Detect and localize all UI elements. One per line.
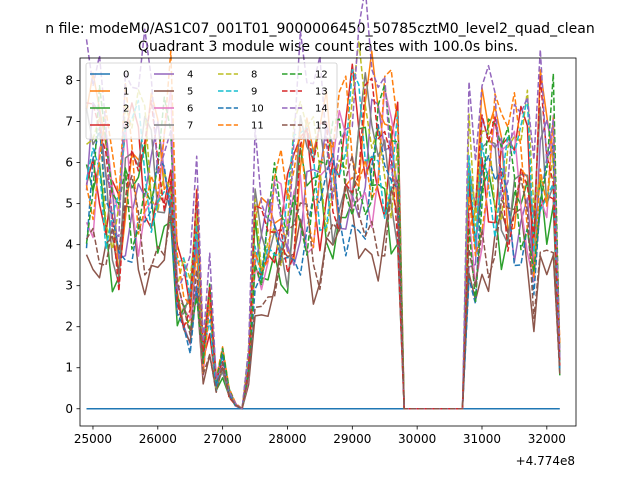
x-tick-label: 29000	[333, 432, 371, 446]
legend-label-15: 15	[315, 121, 328, 132]
y-tick-label: 4	[65, 238, 73, 252]
y-tick-label: 6	[65, 156, 73, 170]
legend-label-10: 10	[251, 104, 264, 115]
series-line-15	[85, 154, 561, 410]
series-line-10	[85, 124, 561, 410]
y-tick-label: 0	[65, 402, 73, 416]
axes-frame	[79, 57, 577, 427]
plot-area: 25000 26000 27000 28000 29000 30000 31000 32000…	[65, 0, 577, 446]
legend-label-3: 3	[123, 121, 129, 132]
y-tick-label: 8	[65, 74, 73, 88]
x-tick-label: 30000	[398, 432, 436, 446]
y-tick-label: 3	[65, 279, 73, 293]
x-tick-label: 31000	[463, 432, 501, 446]
y-tick-label: 5	[65, 197, 73, 211]
figure-suptitle: n file: modeM0/AS1C07_001T01_9000006450_…	[45, 21, 594, 37]
legend-label-7: 7	[187, 121, 193, 132]
legend-label-9: 9	[251, 87, 257, 98]
x-offset-label: +4.774e8	[516, 454, 575, 468]
legend-label-0: 0	[123, 70, 129, 81]
x-tick-label: 25000	[74, 432, 112, 446]
legend-label-1: 1	[123, 87, 129, 98]
legend-label-14: 14	[315, 104, 328, 115]
x-tick-label: 26000	[139, 432, 177, 446]
legend-label-2: 2	[123, 104, 129, 115]
legend-label-12: 12	[315, 70, 328, 81]
y-tick-label: 7	[65, 115, 73, 129]
x-tick-label: 28000	[268, 432, 306, 446]
y-tick-label: 2	[65, 320, 73, 334]
x-tick-label: 32000	[528, 432, 566, 446]
legend-label-6: 6	[187, 104, 193, 115]
series-line-9	[85, 68, 561, 410]
legend-label-11: 11	[251, 121, 264, 132]
series-line-3	[85, 63, 561, 410]
legend-label-13: 13	[315, 87, 328, 98]
legend-label-8: 8	[251, 70, 257, 81]
legend-label-5: 5	[187, 87, 193, 98]
y-tick-label: 1	[65, 361, 73, 375]
x-tick-label: 27000	[204, 432, 242, 446]
series-line-8	[86, 39, 561, 410]
legend-box	[85, 62, 338, 140]
legend-label-4: 4	[187, 70, 193, 81]
chart-title: Quadrant 3 module wise count rates with …	[138, 39, 518, 55]
